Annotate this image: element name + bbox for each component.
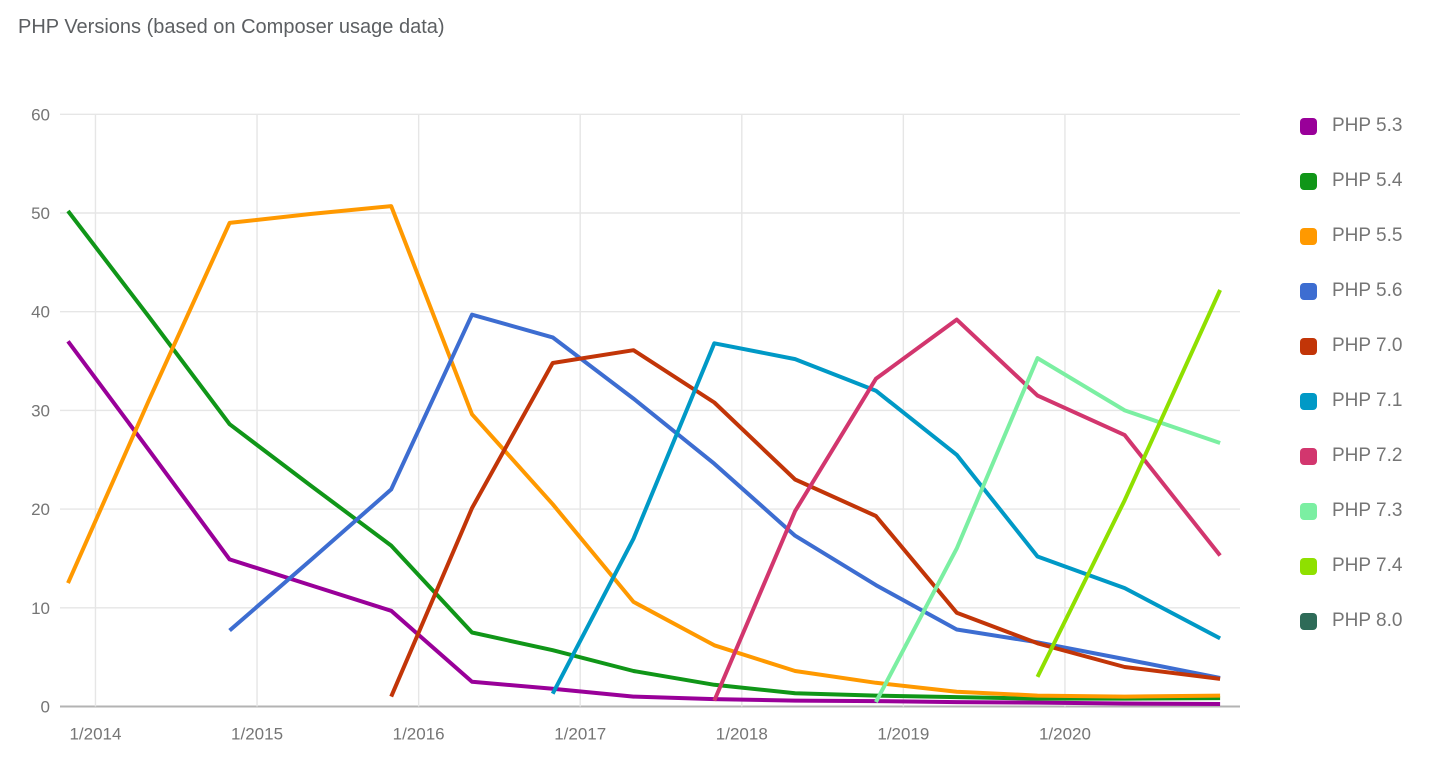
legend-item-php-7-4: PHP 7.4 [1300,555,1402,577]
legend: PHP 5.3 PHP 5.4 PHP 5.5 PHP 5.6 PHP 7.0 … [1300,115,1402,665]
legend-label-php-7-0: PHP 7.0 [1332,335,1403,356]
legend-swatch-php-7-2 [1300,447,1317,465]
legend-swatch-php-7-1 [1300,392,1317,410]
x-axis-label-1/2014: 1/2014 [69,725,121,744]
y-axis-label-30: 30 [31,401,50,420]
y-axis-label-40: 40 [31,303,50,322]
legend-item-php-5-6: PHP 5.6 [1300,280,1402,302]
y-axis-label-20: 20 [31,500,50,519]
series-line-php-5-3[interactable] [66,340,1221,706]
series-line-php-7-3[interactable] [874,356,1221,704]
y-axis-label-50: 50 [31,204,50,223]
x-axis-label-1/2018: 1/2018 [716,725,768,744]
legend-label-php-5-4: PHP 5.4 [1332,170,1403,191]
legend-swatch-php-7-4 [1300,557,1317,575]
series-line-php-5-6[interactable] [228,312,1221,680]
legend-swatch-php-8-0 [1300,612,1317,630]
legend-label-php-7-4: PHP 7.4 [1332,555,1403,576]
chart-title: PHP Versions (based on Composer usage da… [18,16,445,38]
series-line-php-5-5[interactable] [66,204,1221,699]
chart-svg: 0 10 20 30 40 50 60 1/2014 1/2015 1/2016 1/2017 1/2… [31,105,1240,744]
x-axis-label-1/2017: 1/2017 [554,725,606,744]
legend-item-php-8-0: PHP 8.0 [1300,610,1402,632]
y-axis-label-0: 0 [41,698,50,717]
legend-item-php-7-2: PHP 7.2 [1300,445,1402,467]
legend-label-php-5-3: PHP 5.3 [1332,115,1403,136]
series-line-php-7-1[interactable] [550,341,1222,695]
legend-item-php-5-3: PHP 5.3 [1300,115,1402,137]
y-axis-label-10: 10 [31,599,50,618]
legend-label-php-5-5: PHP 5.5 [1332,225,1403,246]
legend-swatch-php-5-4 [1300,172,1317,190]
x-axis-label-1/2015: 1/2015 [231,725,283,744]
legend-item-php-7-1: PHP 7.1 [1300,390,1402,412]
legend-label-php-8-0: PHP 8.0 [1332,610,1403,631]
legend-item-php-5-4: PHP 5.4 [1300,170,1402,192]
x-axis-label-1/2016: 1/2016 [393,725,445,744]
x-axis-label-1/2019: 1/2019 [877,725,929,744]
legend-label-php-7-3: PHP 7.3 [1332,500,1403,521]
legend-label-php-7-2: PHP 7.2 [1332,445,1403,466]
legend-swatch-php-7-0 [1300,337,1317,355]
x-axis-label-1/2020: 1/2020 [1039,725,1091,744]
legend-swatch-php-5-3 [1300,117,1317,135]
series-line-php-7-0[interactable] [389,348,1221,698]
series-line-php-7-2[interactable] [712,317,1222,702]
legend-swatch-php-5-5 [1300,227,1317,245]
legend-label-php-7-1: PHP 7.1 [1332,390,1403,411]
legend-item-php-7-3: PHP 7.3 [1300,500,1402,522]
series-line-php-5-4[interactable] [66,209,1221,701]
legend-item-php-7-0: PHP 7.0 [1300,335,1402,357]
legend-item-php-5-5: PHP 5.5 [1300,225,1402,247]
legend-swatch-php-7-3 [1300,502,1317,520]
y-axis-label-60: 60 [31,105,50,124]
legend-swatch-php-5-6 [1300,282,1317,300]
legend-label-php-5-6: PHP 5.6 [1332,280,1403,301]
series-line-php-7-4[interactable] [1035,289,1222,678]
